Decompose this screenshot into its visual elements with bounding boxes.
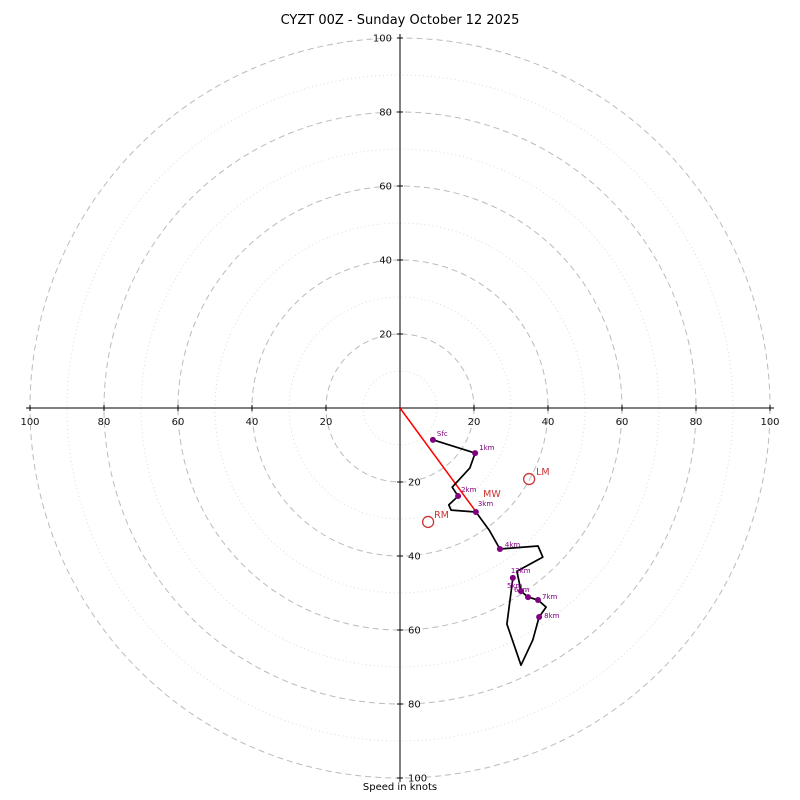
storm-marker-label: RM — [434, 510, 449, 521]
height-marker-label: 2km — [461, 486, 477, 494]
height-marker-dot — [525, 594, 532, 601]
x-tick-label: 60 — [616, 417, 629, 428]
storm-marker-label: MW — [483, 489, 501, 500]
height-marker-label: 5km — [507, 582, 523, 590]
y-tick-label: 60 — [408, 626, 421, 637]
x-tick-label: 80 — [690, 417, 703, 428]
height-marker-label: 12km — [511, 567, 531, 575]
x-tick-label: 60 — [172, 417, 185, 428]
height-marker-label: 1km — [479, 444, 495, 452]
height-marker-dot — [472, 508, 479, 515]
storm-motion-vector — [399, 407, 478, 514]
y-tick-label: 100 — [373, 34, 392, 45]
chart-title: CYZT 00Z - Sunday October 12 2025 — [280, 13, 520, 28]
height-marker-dot — [429, 436, 436, 443]
height-marker-label: 6km — [514, 586, 530, 594]
x-tick-label: 100 — [760, 417, 779, 428]
y-tick-label: 40 — [408, 552, 421, 563]
y-tick-label: 20 — [408, 478, 421, 489]
x-tick-label: 40 — [542, 417, 555, 428]
height-marker-dot — [535, 597, 542, 604]
x-tick-label: 20 — [320, 417, 333, 428]
height-marker-label: 3km — [478, 500, 494, 508]
height-marker-dot — [517, 588, 524, 595]
height-marker-dot — [455, 493, 462, 500]
x-axis-label: Speed in knots — [362, 782, 438, 793]
storm-marker-circle — [522, 472, 536, 486]
height-marker-dot — [509, 574, 516, 581]
storm-marker-label: LM — [536, 467, 550, 478]
y-tick-label: 80 — [379, 108, 392, 119]
x-tick-label: 20 — [468, 417, 481, 428]
y-tick-label: 80 — [408, 700, 421, 711]
hodograph-trace — [432, 438, 547, 667]
x-tick-label: 100 — [20, 417, 39, 428]
y-tick-label: 100 — [408, 774, 427, 785]
height-marker-dot — [496, 545, 503, 552]
height-marker-dot — [472, 450, 479, 457]
x-tick-label: 40 — [246, 417, 259, 428]
y-tick-label: 60 — [379, 182, 392, 193]
height-marker-dot — [536, 614, 543, 621]
height-marker-label: 4km — [505, 541, 521, 549]
y-tick-label: 20 — [379, 330, 392, 341]
height-marker-label: 8km — [544, 612, 560, 620]
height-marker-label: 7km — [542, 593, 558, 601]
height-marker-label: Sfc — [437, 430, 448, 438]
storm-marker-circle — [421, 515, 435, 529]
x-tick-label: 80 — [98, 417, 111, 428]
y-tick-label: 40 — [379, 256, 392, 267]
